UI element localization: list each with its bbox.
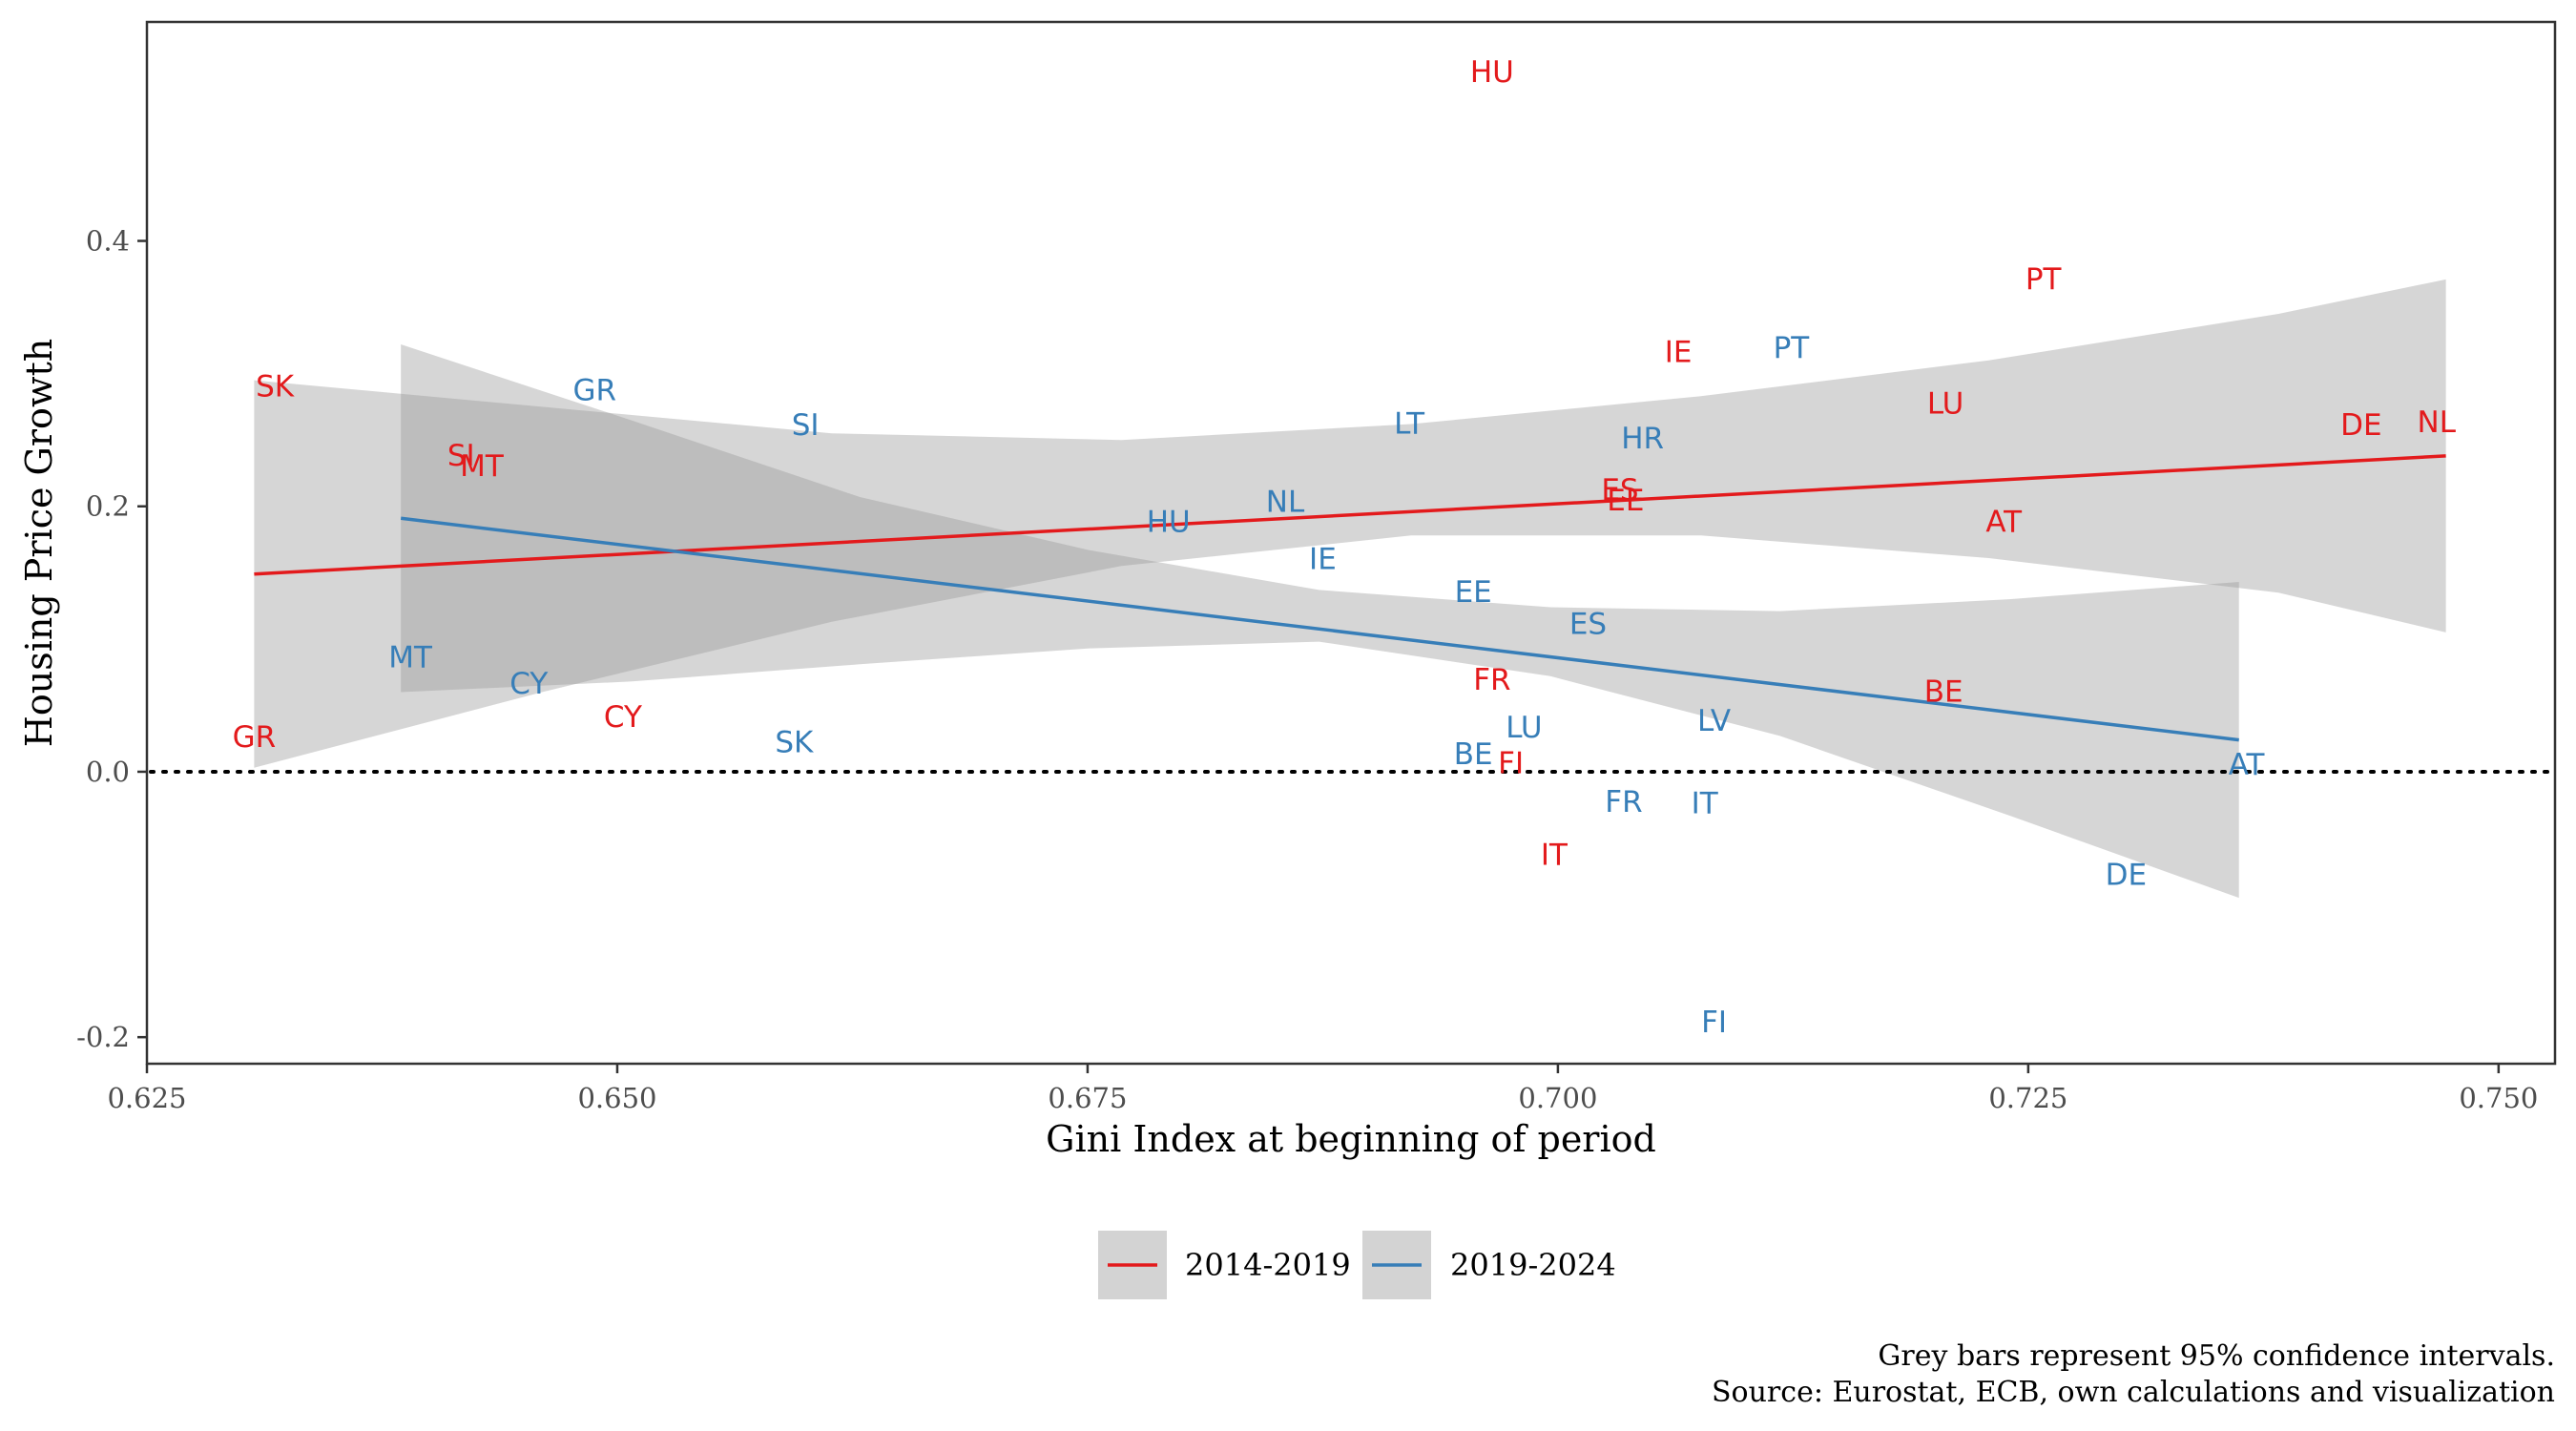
point-label-GR: GR	[573, 374, 617, 408]
regression-lines	[254, 454, 2446, 742]
point-label-IE: IE	[1309, 542, 1337, 576]
plot-panel-border	[145, 20, 2557, 1066]
y-tick-label: 0.2	[86, 490, 130, 523]
point-label-FI: FI	[1498, 747, 1524, 781]
point-label-LT: LT	[1394, 406, 1425, 441]
y-tick-label: 0.4	[86, 225, 130, 258]
legend-item-2019-2024: 2019-2024	[1362, 1231, 1616, 1299]
point-label-LV: LV	[1697, 704, 1731, 738]
ci-band-2014-2019	[254, 279, 2446, 768]
caption-source: Source: Eurostat, ECB, own calculations …	[1712, 1376, 2555, 1409]
point-label-EE: EE	[1455, 575, 1492, 610]
y-axis-title: Housing Price Growth	[18, 339, 60, 747]
point-label-CY: CY	[509, 667, 548, 701]
x-tick-label: 0.750	[2459, 1082, 2538, 1114]
point-label-BE: BE	[1924, 674, 1963, 709]
point-label-IE: IE	[1665, 335, 1693, 369]
ci-band-2019-2024	[401, 344, 2239, 899]
point-label-HU: HU	[1470, 55, 1514, 90]
caption-ci-note: Grey bars represent 95% confidence inter…	[1878, 1339, 2555, 1373]
point-label-ES: ES	[1569, 608, 1607, 642]
point-label-SK: SK	[775, 725, 814, 759]
point-label-DE: DE	[2340, 408, 2381, 443]
legend: 2014-2019 2019-2024	[1098, 1231, 1616, 1299]
x-tick-label: 0.650	[577, 1082, 656, 1114]
legend-item-2014-2019: 2014-2019	[1098, 1231, 1351, 1299]
point-label-ES: ES	[1601, 473, 1638, 508]
point-label-HR: HR	[1621, 422, 1664, 456]
y-tick-label: 0.0	[86, 756, 130, 788]
point-label-BE: BE	[1454, 737, 1493, 772]
point-label-LU: LU	[1506, 711, 1542, 745]
point-label-FR: FR	[1473, 663, 1510, 697]
point-label-HU: HU	[1147, 505, 1191, 539]
point-label-SI: SI	[447, 439, 475, 473]
x-tick-label: 0.675	[1048, 1082, 1127, 1114]
x-tick-label: 0.700	[1518, 1082, 1597, 1114]
confidence-bands	[254, 279, 2446, 899]
point-label-NL: NL	[1266, 486, 1305, 520]
y-tick-label: -0.2	[76, 1021, 130, 1053]
point-label-CY: CY	[604, 700, 642, 735]
legend-label: 2019-2024	[1450, 1247, 1616, 1283]
point-label-DE: DE	[2106, 858, 2147, 892]
x-axis-ticks: 0.625 0.650 0.675 0.700 0.725 0.750	[107, 1064, 2538, 1114]
x-tick-label: 0.725	[1988, 1082, 2067, 1114]
point-label-FI: FI	[1701, 1006, 1727, 1040]
x-axis-title: Gini Index at beginning of period	[1046, 1118, 1656, 1160]
point-label-SI: SI	[792, 408, 820, 443]
legend-label: 2014-2019	[1185, 1247, 1351, 1283]
point-label-IT: IT	[1692, 786, 1719, 820]
point-label-MT: MT	[388, 640, 433, 674]
fit-line-2019-2024	[400, 516, 2239, 742]
point-label-IT: IT	[1541, 839, 1568, 873]
point-label-AT: AT	[2229, 748, 2266, 782]
y-axis-ticks: -0.2 0.0 0.2 0.4	[76, 225, 147, 1053]
fit-line-2014-2019	[254, 454, 2446, 576]
point-label-AT: AT	[1985, 505, 2023, 539]
point-label-FR: FR	[1605, 785, 1642, 819]
point-label-PT: PT	[1774, 331, 1811, 365]
x-tick-label: 0.625	[107, 1082, 186, 1114]
point-label-NL: NL	[2418, 405, 2457, 440]
point-label-SK: SK	[256, 370, 295, 404]
point-label-PT: PT	[2025, 262, 2063, 297]
point-label-LU: LU	[1927, 387, 1963, 422]
point-label-EE: EE	[1607, 484, 1644, 518]
point-label-GR: GR	[233, 720, 277, 755]
point-label-MT: MT	[460, 449, 505, 484]
